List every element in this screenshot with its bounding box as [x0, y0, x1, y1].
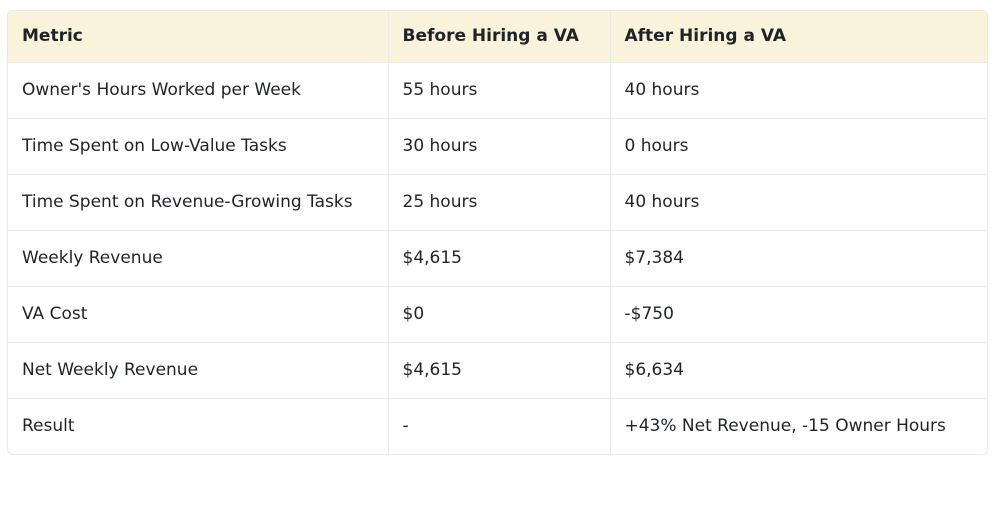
cell-after: 0 hours [610, 118, 987, 175]
cell-before: $4,615 [388, 342, 611, 399]
column-header-metric: Metric [8, 11, 389, 63]
va-comparison-table: Metric Before Hiring a VA After Hiring a… [7, 10, 988, 455]
cell-metric: VA Cost [8, 286, 389, 343]
cell-metric: Result [8, 398, 389, 454]
cell-after: $6,634 [610, 342, 987, 399]
table-row: Time Spent on Low-Value Tasks 30 hours 0… [8, 118, 987, 175]
cell-after: 40 hours [610, 174, 987, 231]
data-table: Metric Before Hiring a VA After Hiring a… [8, 11, 987, 454]
table-row: Result - +43% Net Revenue, -15 Owner Hou… [8, 398, 987, 454]
cell-metric: Time Spent on Revenue-Growing Tasks [8, 174, 389, 231]
column-header-after: After Hiring a VA [610, 11, 987, 63]
cell-metric: Owner's Hours Worked per Week [8, 62, 389, 119]
table-row: VA Cost $0 -$750 [8, 286, 987, 343]
cell-metric: Net Weekly Revenue [8, 342, 389, 399]
table-row: Net Weekly Revenue $4,615 $6,634 [8, 342, 987, 399]
column-header-before: Before Hiring a VA [388, 11, 611, 63]
cell-metric: Weekly Revenue [8, 230, 389, 287]
cell-after: $7,384 [610, 230, 987, 287]
cell-after: 40 hours [610, 62, 987, 119]
table-row: Owner's Hours Worked per Week 55 hours 4… [8, 62, 987, 119]
cell-before: $0 [388, 286, 611, 343]
table-row: Time Spent on Revenue-Growing Tasks 25 h… [8, 174, 987, 231]
cell-before: $4,615 [388, 230, 611, 287]
cell-before: - [388, 398, 611, 454]
cell-after: +43% Net Revenue, -15 Owner Hours [624, 416, 946, 436]
cell-before: 25 hours [388, 174, 611, 231]
cell-after: -$750 [610, 286, 987, 343]
cell-before: 55 hours [388, 62, 611, 119]
table-row: Weekly Revenue $4,615 $7,384 [8, 230, 987, 287]
cell-before: 30 hours [388, 118, 611, 175]
table-header-row: Metric Before Hiring a VA After Hiring a… [8, 11, 987, 63]
cell-metric: Time Spent on Low-Value Tasks [8, 118, 389, 175]
